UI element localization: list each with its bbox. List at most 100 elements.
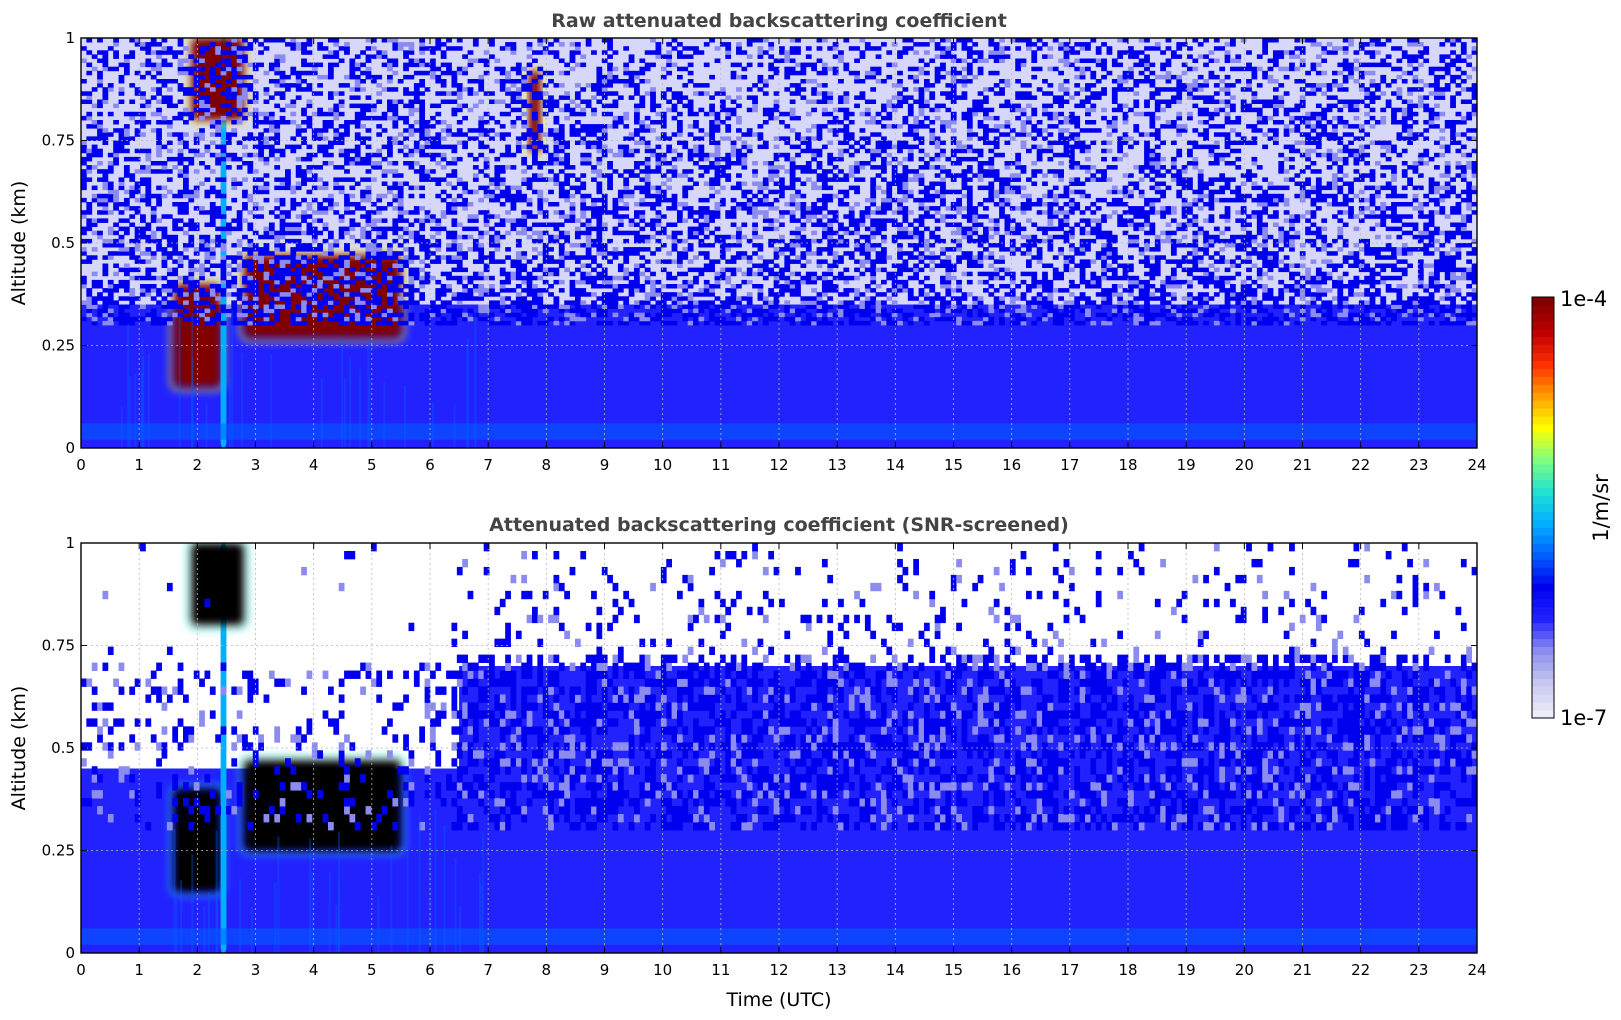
speckle-cell — [387, 99, 393, 104]
speckle-cell — [811, 275, 817, 281]
speckle-cell — [607, 238, 613, 244]
speckle-cell — [290, 136, 297, 141]
speckle-cell — [365, 66, 372, 72]
speckle-cell — [102, 132, 109, 137]
speckle-cell — [209, 120, 216, 125]
speckle-cell — [886, 202, 893, 207]
speckle-cell — [161, 304, 168, 309]
speckle-cell — [650, 304, 656, 309]
speckle-cell — [676, 214, 683, 219]
speckle-cell — [413, 91, 420, 96]
speckle-cell — [274, 316, 281, 322]
speckle-cell — [542, 247, 549, 252]
speckle-cell — [279, 279, 286, 285]
speckle-cell — [295, 316, 302, 322]
speckle-cell — [864, 46, 871, 51]
speckle-cell — [816, 197, 823, 203]
speckle-cell — [279, 267, 286, 273]
speckle-cell — [209, 42, 216, 47]
speckle-cell — [290, 189, 297, 195]
speckle-cell — [376, 267, 383, 273]
speckle-cell — [730, 206, 737, 211]
speckle-cell — [660, 161, 667, 166]
speckle-cell — [548, 152, 554, 158]
speckle-cell — [107, 316, 114, 322]
speckle-cell — [156, 288, 162, 293]
speckle-cell — [123, 173, 130, 178]
speckle-cell — [886, 115, 893, 121]
speckle-cell — [220, 91, 227, 96]
speckle-cell — [145, 46, 152, 51]
speckle-cell — [123, 132, 130, 137]
speckle-cell — [843, 66, 850, 72]
speckle-cell — [542, 308, 549, 314]
speckle-cell — [510, 275, 517, 281]
speckle-cell — [585, 222, 592, 227]
speckle-cell — [344, 275, 350, 281]
speckle-cell — [628, 173, 635, 178]
speckle-cell — [891, 83, 898, 88]
speckle-cell — [220, 292, 227, 297]
speckle-cell — [757, 288, 764, 293]
speckle-cell — [532, 91, 538, 96]
speckle-cell — [91, 284, 98, 289]
speckle-cell — [838, 312, 844, 318]
speckle-cell — [569, 279, 576, 285]
speckle-cell — [349, 292, 356, 297]
speckle-cell — [864, 243, 871, 248]
speckle-cell — [521, 218, 528, 223]
speckle-cell — [387, 62, 393, 68]
speckle-cell — [285, 271, 291, 277]
speckle-cell — [698, 156, 705, 162]
speckle-cell — [467, 275, 474, 281]
speckle-cell — [875, 165, 882, 170]
speckle-cell — [285, 230, 291, 236]
speckle-cell — [784, 267, 791, 273]
speckle-cell — [752, 234, 758, 240]
speckle-cell — [446, 173, 452, 178]
speckle-cell — [483, 165, 490, 170]
speckle-cell — [891, 124, 898, 129]
speckle-cell — [779, 177, 785, 182]
speckle-cell — [81, 173, 87, 178]
speckle-cell — [225, 308, 232, 314]
speckle-cell — [376, 296, 383, 301]
speckle-cell — [322, 251, 329, 256]
speckle-cell — [413, 210, 420, 215]
speckle-cell — [183, 58, 189, 63]
speckle-cell — [607, 124, 613, 129]
speckle-cell — [505, 148, 511, 154]
speckle-cell — [145, 165, 152, 170]
speckle-cell — [779, 247, 785, 252]
speckle-cell — [129, 156, 136, 162]
speckle-cell — [779, 275, 785, 281]
speckle-cell — [558, 279, 565, 285]
speckle-cell — [558, 214, 565, 219]
speckle-cell — [607, 79, 613, 84]
speckle-cell — [354, 312, 361, 318]
speckle-cell — [150, 267, 157, 273]
speckle-cell — [574, 255, 581, 260]
speckle-cell — [607, 284, 613, 289]
speckle-cell — [317, 74, 324, 80]
speckle-cell — [413, 128, 420, 133]
speckle-cell — [779, 189, 785, 195]
speckle-cell — [123, 304, 130, 309]
speckle-cell — [827, 156, 834, 162]
speckle-cell — [644, 156, 651, 162]
speckle-cell — [746, 206, 753, 211]
speckle-cell — [591, 243, 597, 248]
speckle-cell — [730, 296, 737, 301]
speckle-cell — [585, 124, 592, 129]
speckle-cell — [897, 255, 903, 260]
speckle-cell — [789, 115, 796, 121]
speckle-cell — [140, 132, 146, 137]
speckle-cell — [607, 103, 613, 109]
speckle-cell — [714, 124, 721, 129]
speckle-cell — [784, 202, 791, 207]
speckle-cell — [762, 275, 769, 281]
speckle-cell — [344, 259, 350, 264]
speckle-cell — [156, 42, 162, 47]
speckle-cell — [236, 58, 243, 63]
speckle-cell — [107, 66, 114, 72]
